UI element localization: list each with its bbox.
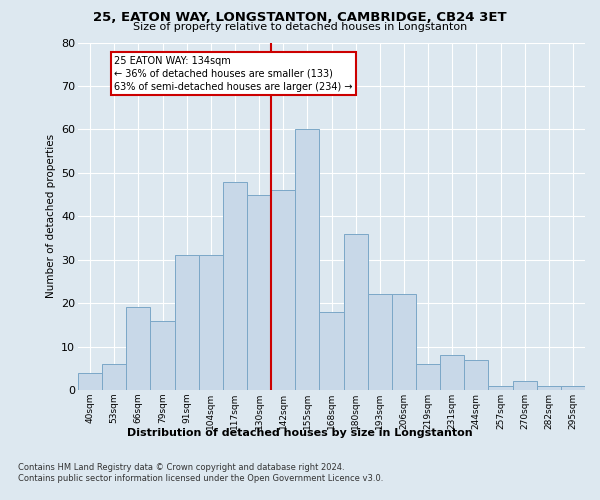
Bar: [488, 386, 512, 390]
Y-axis label: Number of detached properties: Number of detached properties: [46, 134, 56, 298]
Bar: [102, 364, 126, 390]
Bar: [561, 386, 585, 390]
Bar: [440, 355, 464, 390]
Text: 25 EATON WAY: 134sqm
← 36% of detached houses are smaller (133)
63% of semi-deta: 25 EATON WAY: 134sqm ← 36% of detached h…: [114, 56, 353, 92]
Bar: [295, 130, 319, 390]
Bar: [78, 372, 102, 390]
Bar: [512, 382, 537, 390]
Bar: [223, 182, 247, 390]
Bar: [464, 360, 488, 390]
Bar: [319, 312, 344, 390]
Text: 25, EATON WAY, LONGSTANTON, CAMBRIDGE, CB24 3ET: 25, EATON WAY, LONGSTANTON, CAMBRIDGE, C…: [93, 11, 507, 24]
Bar: [199, 256, 223, 390]
Bar: [247, 194, 271, 390]
Bar: [416, 364, 440, 390]
Bar: [368, 294, 392, 390]
Bar: [175, 256, 199, 390]
Bar: [344, 234, 368, 390]
Bar: [392, 294, 416, 390]
Bar: [271, 190, 295, 390]
Text: Contains HM Land Registry data © Crown copyright and database right 2024.: Contains HM Land Registry data © Crown c…: [18, 462, 344, 471]
Bar: [151, 320, 175, 390]
Text: Size of property relative to detached houses in Longstanton: Size of property relative to detached ho…: [133, 22, 467, 32]
Text: Distribution of detached houses by size in Longstanton: Distribution of detached houses by size …: [127, 428, 473, 438]
Text: Contains public sector information licensed under the Open Government Licence v3: Contains public sector information licen…: [18, 474, 383, 483]
Bar: [537, 386, 561, 390]
Bar: [126, 308, 151, 390]
